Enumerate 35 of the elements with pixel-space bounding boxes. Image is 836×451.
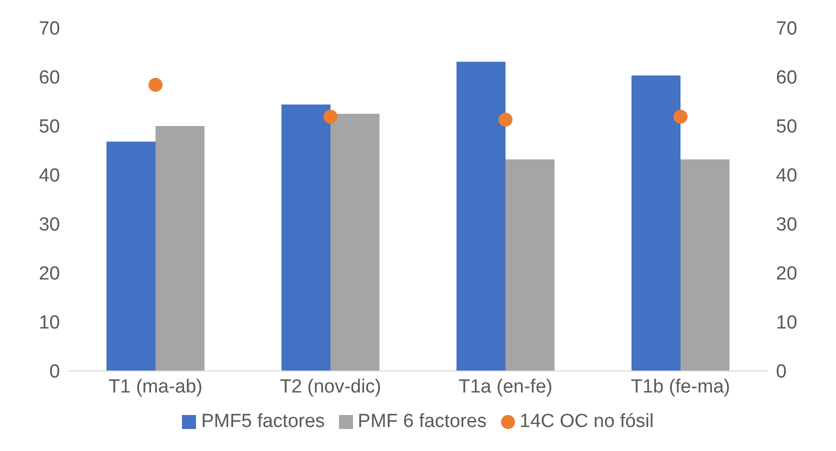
x-tick-label: T1a (en-fe) [458,376,552,398]
x-tick-label: T1 (ma-ab) [108,376,202,398]
y2-tick-label: 40 [776,166,798,187]
point [148,78,162,92]
bar [156,126,204,371]
point [498,112,512,127]
legend-label: 14C OC no fósil [520,411,654,433]
bar [282,104,330,371]
bar [330,114,380,371]
y2-tick-label: 70 [776,18,798,40]
y-tick-label: 50 [38,116,60,138]
point [324,110,338,124]
bar [632,76,680,371]
y2-tick-label: 0 [776,362,787,383]
y-tick-label: 30 [38,214,60,236]
y-tick-label: 70 [38,18,60,40]
bar [456,62,506,371]
legend-label: PMF5 factores [201,411,325,433]
legend-label: PMF 6 factores [358,411,487,433]
y-tick-label: 0 [49,362,60,383]
y-tick-label: 10 [38,312,60,334]
bar [680,159,730,371]
bar [106,142,156,371]
y2-tick-label: 30 [776,214,798,236]
x-tick-label: T1b (fe-ma) [630,376,730,398]
y-tick-label: 40 [38,166,60,187]
y2-tick-label: 60 [776,68,798,89]
y2-tick-label: 20 [776,264,798,285]
y-tick-label: 20 [38,264,60,285]
y2-tick-label: 10 [776,312,798,334]
x-tick-label: T2 (nov-dic) [280,376,382,398]
bar [506,159,554,371]
point [674,110,688,124]
y-tick-label: 60 [38,68,60,89]
y2-tick-label: 50 [776,116,798,138]
